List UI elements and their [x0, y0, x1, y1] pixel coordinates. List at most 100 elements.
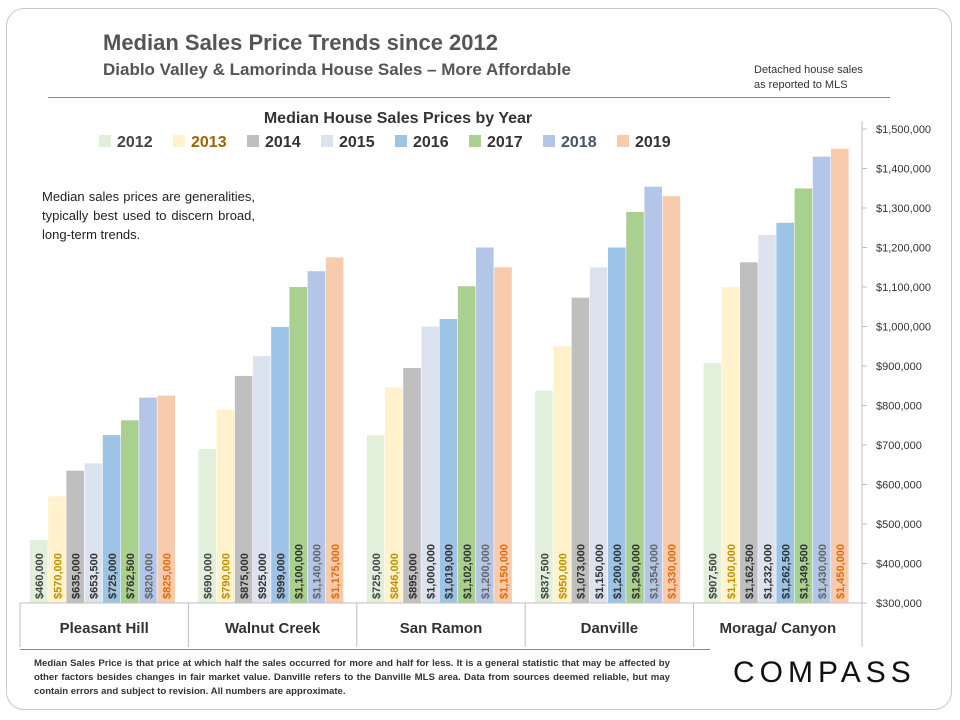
bar-label-2019-2: $1,150,000 [498, 544, 510, 599]
bar-label-2017-4: $1,349,500 [799, 544, 811, 599]
source-note-line-1: Detached house sales [754, 64, 863, 76]
bar-label-2015-2: $1,000,000 [426, 544, 438, 599]
bar-2015-2 [421, 326, 439, 603]
legend-label-2016: 2016 [413, 134, 449, 151]
legend-swatch-2017 [469, 135, 481, 147]
bar-label-2018-0: $820,000 [143, 553, 155, 599]
y-tick-label-12: $1,500,000 [876, 124, 931, 136]
bar-label-2016-1: $999,000 [275, 553, 287, 599]
bar-label-2015-3: $1,150,000 [594, 544, 606, 599]
bar-2019-4 [831, 148, 849, 603]
bar-2016-1 [271, 326, 289, 603]
bar-label-2013-3: $950,000 [558, 553, 570, 599]
bar-label-2017-1: $1,100,000 [294, 544, 306, 599]
bar-label-2017-2: $1,102,000 [462, 544, 474, 599]
side-note: Median sales prices are generalities, ty… [42, 189, 255, 242]
bar-label-2016-3: $1,200,000 [612, 544, 624, 599]
bar-2014-2 [403, 367, 421, 603]
y-tick-label-11: $1,400,000 [876, 164, 931, 176]
category-label-1: Walnut Creek [225, 620, 321, 637]
bar-label-2019-4: $1,450,000 [835, 544, 847, 599]
y-tick-label-5: $800,000 [876, 401, 922, 413]
legend-label-2012: 2012 [117, 134, 153, 151]
bar-2014-4 [740, 262, 758, 603]
bar-2013-3 [553, 346, 571, 603]
bar-label-2016-4: $1,262,500 [781, 544, 793, 599]
source-note: Detached house sales as reported to MLS [754, 63, 863, 93]
footnote: Median Sales Price is that price at whic… [34, 658, 670, 697]
bar-2017-0 [121, 420, 139, 603]
bar-label-2014-2: $895,000 [407, 553, 419, 599]
bar-label-2012-4: $907,500 [708, 553, 720, 599]
bar-2012-2 [366, 435, 385, 604]
compass-logo: COMPASS [733, 656, 916, 689]
bar-label-2013-2: $846,000 [389, 553, 401, 599]
bar-2018-2 [476, 247, 494, 603]
bar-label-2014-0: $635,000 [71, 553, 83, 599]
y-tick-label-6: $900,000 [876, 361, 922, 373]
footer-divider [20, 649, 710, 650]
bar-2013-4 [721, 287, 740, 603]
bar-2017-4 [794, 188, 813, 603]
bar-label-2019-1: $1,175,000 [330, 544, 342, 599]
y-tick-label-10: $1,300,000 [876, 203, 931, 215]
legend-label-2018: 2018 [561, 134, 597, 151]
category-label-3: Danville [581, 620, 639, 637]
legend-label-2014: 2014 [265, 134, 301, 151]
legend-label-2015: 2015 [339, 134, 375, 151]
bar-2014-1 [234, 375, 253, 604]
chart-bars [30, 148, 849, 604]
bar-label-2013-0: $570,000 [52, 553, 64, 599]
bar-label-2012-1: $690,000 [203, 553, 215, 599]
bar-2016-2 [439, 319, 458, 603]
bar-2013-2 [385, 387, 403, 603]
bar-label-2016-0: $725,000 [107, 553, 119, 599]
bar-label-2018-4: $1,430,000 [817, 544, 829, 599]
bar-label-2015-4: $1,232,000 [762, 544, 774, 599]
bar-label-2014-4: $1,162,500 [744, 544, 756, 599]
chart-legend: 2012 2013 2014 2015 2016 2017 2018 2019 [99, 134, 671, 151]
legend-swatch-2018 [543, 135, 555, 147]
bar-2012-0 [30, 539, 48, 603]
bar-2016-3 [608, 247, 626, 603]
header-divider [48, 97, 890, 98]
bar-label-2019-3: $1,330,000 [667, 544, 679, 599]
y-tick-label-1: $400,000 [876, 559, 922, 571]
bar-2015-3 [589, 267, 608, 603]
legend-label-2013: 2013 [191, 134, 227, 151]
category-label-4: Moraga/ Canyon [719, 620, 836, 637]
bar-2019-3 [662, 196, 681, 603]
bar-2015-4 [758, 234, 776, 604]
bar-label-2012-3: $837,500 [539, 553, 551, 599]
bar-2019-2 [494, 267, 512, 603]
bar-label-2018-3: $1,354,000 [649, 544, 661, 599]
bar-label-2012-2: $725,000 [371, 553, 383, 599]
legend-label-2019: 2019 [635, 134, 671, 151]
bar-2019-1 [325, 257, 344, 604]
legend-swatch-2016 [395, 135, 407, 147]
bar-2019-0 [157, 395, 175, 604]
bar-label-2015-0: $653,500 [89, 553, 101, 599]
bar-2012-1 [198, 448, 216, 603]
bar-2016-4 [776, 222, 794, 603]
category-label-0: Pleasant Hill [60, 620, 149, 637]
bar-2017-2 [457, 286, 476, 603]
chart-bar-labels: $460,000 $690,000 $725,000 $837,500 $907,500… [34, 544, 847, 599]
bar-label-2014-3: $1,073,000 [576, 544, 588, 599]
bar-2014-0 [66, 470, 84, 603]
bar-label-2012-0: $460,000 [34, 553, 46, 599]
legend-swatch-2013 [173, 135, 185, 147]
legend-swatch-2015 [321, 135, 333, 147]
category-label-2: San Ramon [400, 620, 483, 637]
bar-label-2016-2: $1,019,000 [444, 544, 456, 599]
bar-label-2014-1: $875,000 [239, 553, 251, 599]
bar-2012-4 [703, 363, 722, 603]
page-title: Median Sales Price Trends since 2012 [103, 30, 498, 55]
legend-swatch-2014 [247, 135, 259, 147]
bar-2017-1 [289, 287, 307, 603]
bar-2015-1 [253, 356, 271, 604]
y-tick-label-8: $1,100,000 [876, 282, 931, 294]
source-note-line-2: as reported to MLS [754, 79, 848, 91]
bar-label-2017-0: $762,500 [125, 553, 137, 599]
